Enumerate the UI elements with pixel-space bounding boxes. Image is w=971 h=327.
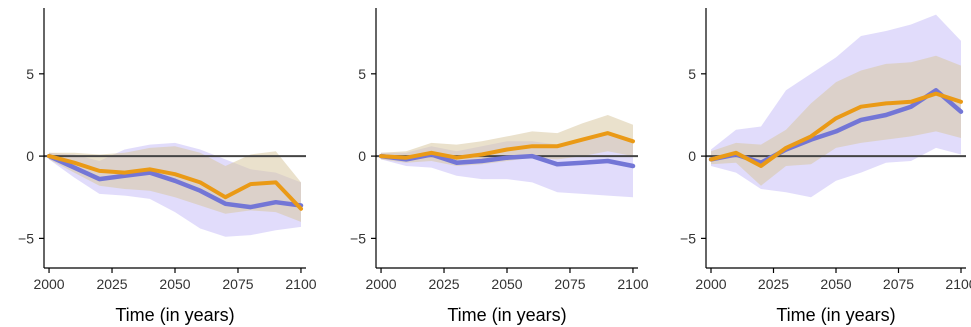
x-tick-label: 2100: [617, 276, 648, 292]
y-tick-label: −5: [680, 230, 696, 246]
x-tick-label: 2075: [883, 276, 914, 292]
series-line-2: [709, 91, 963, 168]
series-line-1: [46, 153, 304, 210]
y-tick-label: 0: [358, 148, 366, 164]
y-tick-label: −5: [18, 230, 34, 246]
x-tick-label: 2075: [222, 276, 253, 292]
x-tick-label: 2025: [96, 276, 127, 292]
x-tick-label: 2025: [758, 276, 789, 292]
x-tick-label: 2000: [695, 276, 726, 292]
x-tick-label: 2100: [285, 276, 316, 292]
x-tick-label: 2025: [428, 276, 459, 292]
series-line-2: [47, 154, 303, 211]
x-tick-label: 2100: [945, 276, 971, 292]
x-tick-label: 2000: [33, 276, 64, 292]
x-axis-title: Time (in years): [447, 305, 566, 325]
x-axis-title: Time (in years): [115, 305, 234, 325]
x-tick-label: 2050: [159, 276, 190, 292]
x-tick-label: 2075: [554, 276, 585, 292]
y-tick-label: 5: [358, 66, 366, 82]
panel-2: −5 0 5 2000 2025 2050 2075 2100 Time (in years): [350, 8, 649, 325]
x-tick-label: 2050: [820, 276, 851, 292]
panel-1: −5 0 5 2000 2025 2050 2075 2100 Time (in years): [18, 8, 317, 325]
x-tick-label: 2000: [365, 276, 396, 292]
y-tick-label: −5: [350, 230, 366, 246]
x-tick-label: 2050: [491, 276, 522, 292]
uncertainty-band-2: [49, 146, 301, 222]
y-tick-label: 5: [688, 66, 696, 82]
series-line-2: [379, 131, 635, 160]
y-tick-label: 0: [26, 148, 34, 164]
x-axis-title: Time (in years): [776, 305, 895, 325]
y-tick-label: 5: [26, 66, 34, 82]
panel-3: −5 0 5 2000 2025 2050 2075 2100 Time (in years): [680, 8, 971, 325]
y-tick-label: 0: [688, 148, 696, 164]
